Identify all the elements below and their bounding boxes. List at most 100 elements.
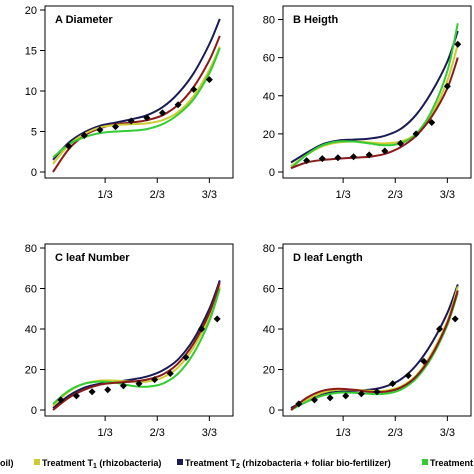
panel-title: A Diameter xyxy=(55,14,113,26)
x-tick-label: 2/3 xyxy=(388,427,403,439)
y-tick-label: 15 xyxy=(25,46,37,58)
y-tick-label: 80 xyxy=(25,243,37,255)
data-point xyxy=(119,382,127,390)
legend: oil) Treatment T1 (rhizobacteria) Treatmen… xyxy=(0,458,474,470)
data-point xyxy=(404,372,412,380)
y-tick-label: 40 xyxy=(25,324,37,336)
y-tick-label: 0 xyxy=(31,405,37,417)
data-point xyxy=(295,400,303,408)
panel-title: C leaf Number xyxy=(55,252,130,264)
data-point xyxy=(182,353,190,361)
data-point xyxy=(88,388,96,396)
data-point xyxy=(428,118,436,126)
x-tick-label: 2/3 xyxy=(388,189,403,201)
series-line-t3 xyxy=(290,23,459,169)
y-tick-label: 0 xyxy=(269,405,275,417)
series-line-t2 xyxy=(52,280,221,409)
legend-entry: Treatment T3 xyxy=(430,458,474,470)
data-point xyxy=(303,157,311,165)
data-point xyxy=(342,392,350,400)
data-point xyxy=(151,376,159,384)
legend-swatch xyxy=(422,459,428,465)
panel-c: 0 20 40 60 80 1/3 2/3 3/3 C leaf Number xyxy=(25,243,234,439)
panel-a: 0 5 10 15 20 1/3 2/3 3/3 A Diameter xyxy=(25,5,234,201)
y-tick-label: 20 xyxy=(263,129,275,141)
data-point xyxy=(318,155,326,163)
y-tick-label: 0 xyxy=(269,167,275,179)
data-point xyxy=(80,132,88,140)
series-line-t2 xyxy=(52,18,221,161)
y-tick-label: 20 xyxy=(263,365,275,377)
data-point xyxy=(365,151,373,159)
data-point xyxy=(205,76,213,84)
data-point xyxy=(190,85,198,93)
y-tick-label: 20 xyxy=(25,365,37,377)
data-point xyxy=(104,386,112,394)
data-point xyxy=(454,40,462,48)
y-tick-label: 5 xyxy=(31,127,37,139)
legend-entry: oil) xyxy=(0,458,14,468)
panel-frame xyxy=(282,243,472,417)
data-point xyxy=(143,114,151,122)
data-point xyxy=(451,315,459,323)
series-line-t1 xyxy=(52,286,221,407)
panel-d: 0 20 40 60 80 1/3 2/3 3/3 D leaf Length xyxy=(263,243,472,439)
x-tick-label: 3/3 xyxy=(202,427,217,439)
data-point xyxy=(389,380,397,388)
legend-entry: Treatment T2 (rhizobacteria + foliar bio… xyxy=(185,458,391,470)
data-point xyxy=(436,325,444,333)
x-tick-label: 2/3 xyxy=(150,189,165,201)
data-point xyxy=(198,325,206,333)
y-tick-label: 60 xyxy=(263,284,275,296)
y-tick-label: 60 xyxy=(25,284,37,296)
x-tick-label: 1/3 xyxy=(335,189,350,201)
x-tick-label: 3/3 xyxy=(440,427,455,439)
panel-frame xyxy=(282,5,472,179)
data-point xyxy=(96,126,104,134)
panel-title: D leaf Length xyxy=(293,252,363,264)
y-tick-label: 80 xyxy=(263,243,275,255)
data-point xyxy=(127,117,135,125)
y-tick-label: 20 xyxy=(25,5,37,17)
x-tick-label: 2/3 xyxy=(150,427,165,439)
data-point xyxy=(334,154,342,162)
x-tick-label: 1/3 xyxy=(97,189,112,201)
panel-frame xyxy=(44,243,234,417)
x-tick-label: 3/3 xyxy=(440,189,455,201)
y-tick-label: 60 xyxy=(263,53,275,65)
data-point xyxy=(158,109,166,117)
y-tick-label: 80 xyxy=(263,15,275,27)
y-tick-label: 0 xyxy=(31,167,37,179)
legend-entry: Treatment T1 (rhizobacteria) xyxy=(42,458,161,470)
data-point xyxy=(72,392,80,400)
data-point xyxy=(65,142,73,150)
data-point xyxy=(310,396,318,404)
data-point xyxy=(57,396,65,404)
data-point xyxy=(326,394,334,402)
data-point xyxy=(381,147,389,155)
x-tick-label: 1/3 xyxy=(335,427,350,439)
x-tick-label: 3/3 xyxy=(202,189,217,201)
panel-b: 0 20 40 60 80 1/3 2/3 3/3 B Heigth xyxy=(263,5,472,201)
series-line-t1 xyxy=(52,46,221,165)
data-point xyxy=(112,123,120,131)
data-point xyxy=(213,315,221,323)
panel-title: B Heigth xyxy=(293,14,339,26)
data-point xyxy=(396,139,404,147)
series-line-t4 xyxy=(52,35,221,173)
data-point xyxy=(443,82,451,90)
y-tick-label: 40 xyxy=(263,324,275,336)
data-point xyxy=(373,388,381,396)
data-point xyxy=(357,390,365,398)
data-point xyxy=(174,101,182,109)
data-point xyxy=(135,380,143,388)
y-tick-label: 10 xyxy=(25,86,37,98)
data-point xyxy=(166,370,174,378)
panel-frame xyxy=(44,5,234,179)
legend-swatch xyxy=(34,459,40,465)
y-tick-label: 40 xyxy=(263,91,275,103)
legend-swatch xyxy=(177,459,183,465)
x-tick-label: 1/3 xyxy=(97,427,112,439)
data-point xyxy=(350,153,358,161)
